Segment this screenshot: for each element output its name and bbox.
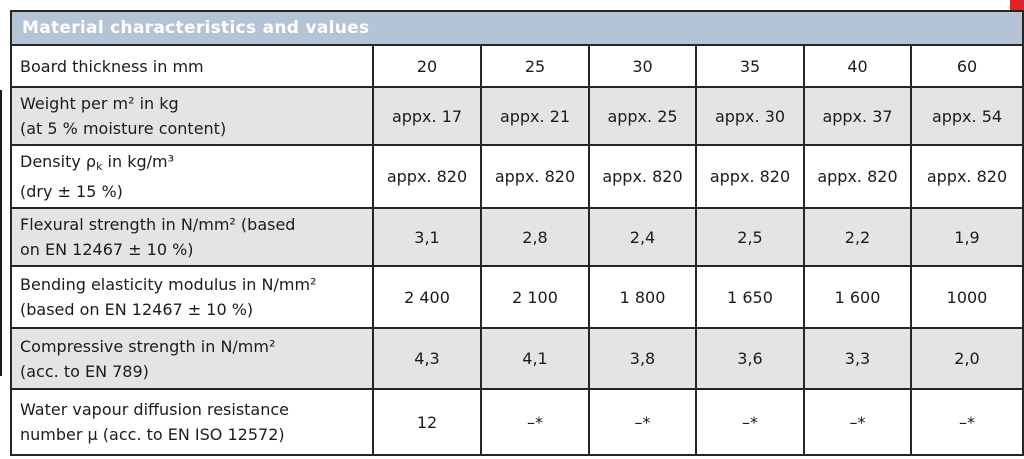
value-cell: 3,6 xyxy=(695,327,805,390)
table-row-bending-elasticity: Bending elasticity modulus in N/mm² (bas… xyxy=(10,265,1024,329)
density-label-subscript: k xyxy=(96,160,103,173)
density-label-pre: Density ρ xyxy=(20,152,97,171)
value-cell: 60 xyxy=(910,44,1024,88)
value-cell: –* xyxy=(480,388,590,456)
value-cell: –* xyxy=(910,388,1024,456)
value-cell: appx. 37 xyxy=(803,86,912,146)
value-cell: 2,8 xyxy=(480,207,590,267)
value-cell: appx. 30 xyxy=(695,86,805,146)
table-row-weight: Weight per m² in kg (at 5 % moisture con… xyxy=(10,86,1024,146)
density-label-post: in kg/m³ (dry ± 15 %) xyxy=(20,152,175,201)
row-label-water-vapour-diffusion: Water vapour diffusion resistance number… xyxy=(10,388,374,456)
value-cell: –* xyxy=(803,388,912,456)
value-cell: 40 xyxy=(803,44,912,88)
value-cell: –* xyxy=(695,388,805,456)
row-label-density: Density ρk in kg/m³ (dry ± 15 %) xyxy=(10,144,374,209)
value-cell: appx. 820 xyxy=(372,144,482,209)
row-label-weight: Weight per m² in kg (at 5 % moisture con… xyxy=(10,86,374,146)
value-cell: 30 xyxy=(588,44,697,88)
value-cell: 35 xyxy=(695,44,805,88)
value-cell: appx. 54 xyxy=(910,86,1024,146)
table-row-water-vapour-diffusion: Water vapour diffusion resistance number… xyxy=(10,388,1024,456)
value-cell: appx. 820 xyxy=(910,144,1024,209)
row-label-flexural-strength: Flexural strength in N/mm² (based on EN … xyxy=(10,207,374,267)
value-cell: 2,5 xyxy=(695,207,805,267)
value-cell: appx. 25 xyxy=(588,86,697,146)
table-title-row: Material characteristics and values xyxy=(10,10,1024,46)
value-cell: 12 xyxy=(372,388,482,456)
value-cell: appx. 820 xyxy=(588,144,697,209)
value-cell: appx. 820 xyxy=(480,144,590,209)
value-cell: appx. 820 xyxy=(803,144,912,209)
value-cell: 3,1 xyxy=(372,207,482,267)
row-label-compressive-strength: Compressive strength in N/mm² (acc. to E… xyxy=(10,327,374,390)
value-cell: 2,0 xyxy=(910,327,1024,390)
value-cell: 2 400 xyxy=(372,265,482,329)
value-cell: 3,8 xyxy=(588,327,697,390)
table-title: Material characteristics and values xyxy=(10,10,1024,46)
table-row-density: Density ρk in kg/m³ (dry ± 15 %) appx. 8… xyxy=(10,144,1024,209)
value-cell: 2 100 xyxy=(480,265,590,329)
value-cell: 1 650 xyxy=(695,265,805,329)
value-cell: 4,1 xyxy=(480,327,590,390)
value-cell: 4,3 xyxy=(372,327,482,390)
value-cell: 2,4 xyxy=(588,207,697,267)
row-label-board-thickness: Board thickness in mm xyxy=(10,44,374,88)
table-row-flexural-strength: Flexural strength in N/mm² (based on EN … xyxy=(10,207,1024,267)
left-edge-line xyxy=(0,90,2,376)
value-cell: appx. 820 xyxy=(695,144,805,209)
value-cell: 1 600 xyxy=(803,265,912,329)
value-cell: 1 800 xyxy=(588,265,697,329)
material-characteristics-table: Material characteristics and values Boar… xyxy=(10,10,1024,456)
value-cell: 1,9 xyxy=(910,207,1024,267)
table-row-compressive-strength: Compressive strength in N/mm² (acc. to E… xyxy=(10,327,1024,390)
value-cell: 25 xyxy=(480,44,590,88)
value-cell: 3,3 xyxy=(803,327,912,390)
row-label-bending-elasticity: Bending elasticity modulus in N/mm² (bas… xyxy=(10,265,374,329)
value-cell: 20 xyxy=(372,44,482,88)
value-cell: –* xyxy=(588,388,697,456)
table-row-board-thickness: Board thickness in mm 20 25 30 35 40 60 xyxy=(10,44,1024,88)
value-cell: appx. 21 xyxy=(480,86,590,146)
red-corner-mark xyxy=(1010,0,1024,13)
value-cell: 1000 xyxy=(910,265,1024,329)
value-cell: 2,2 xyxy=(803,207,912,267)
value-cell: appx. 17 xyxy=(372,86,482,146)
